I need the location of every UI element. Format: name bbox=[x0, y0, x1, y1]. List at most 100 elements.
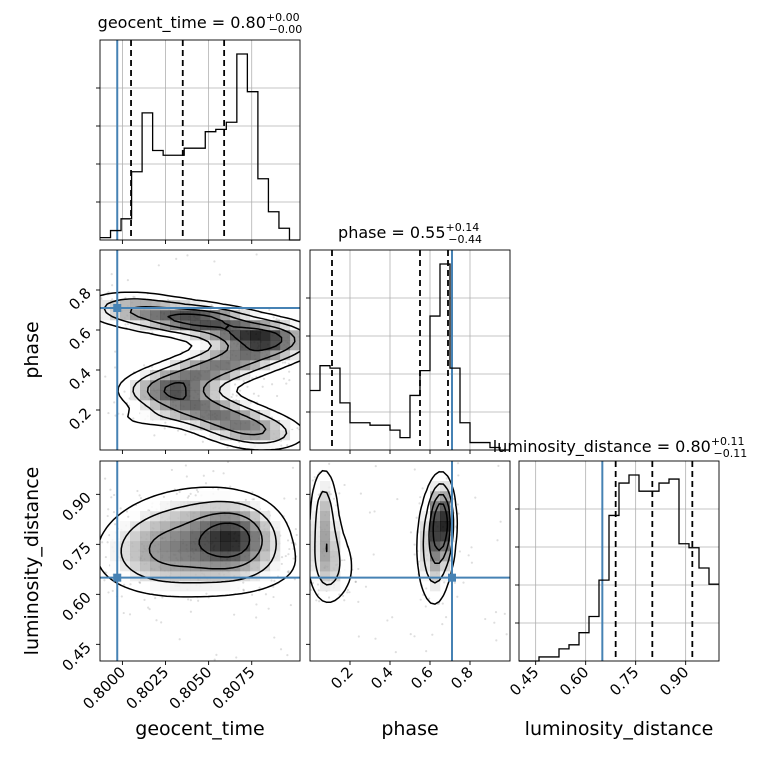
scatter-point bbox=[456, 462, 460, 465]
density-cell bbox=[290, 320, 300, 331]
scatter-point bbox=[441, 623, 444, 626]
density-cell bbox=[220, 541, 231, 552]
density-cell bbox=[310, 511, 321, 522]
scatter-point bbox=[359, 492, 362, 495]
scatter-point bbox=[386, 619, 389, 622]
scatter-point bbox=[287, 553, 290, 556]
contour-level-4 bbox=[163, 313, 283, 400]
density-cell bbox=[180, 551, 191, 562]
scatter-point bbox=[234, 383, 237, 386]
density-cell bbox=[430, 551, 441, 562]
scatter-point bbox=[147, 509, 150, 512]
density-cell bbox=[320, 551, 331, 562]
scatter-point bbox=[261, 385, 264, 388]
scatter-point bbox=[287, 570, 290, 573]
density-cell bbox=[240, 330, 251, 341]
density-cell bbox=[120, 541, 131, 552]
scatter-point bbox=[108, 534, 111, 537]
density-cell bbox=[140, 370, 151, 381]
title-sup: +0.00 bbox=[266, 11, 300, 24]
scatter-point bbox=[280, 444, 283, 447]
density-cell bbox=[190, 581, 201, 592]
hist-bin bbox=[380, 425, 390, 450]
density-cell bbox=[200, 420, 211, 431]
scatter-point bbox=[100, 298, 103, 301]
density-cell bbox=[140, 410, 151, 421]
density-cell bbox=[320, 571, 331, 582]
scatter-point bbox=[505, 633, 508, 636]
scatter-point bbox=[164, 421, 167, 424]
scatter-point bbox=[213, 260, 216, 263]
scatter-point bbox=[354, 580, 357, 583]
y-tick-label: 0.45 bbox=[58, 638, 94, 674]
scatter-point bbox=[132, 295, 135, 298]
density-cell bbox=[280, 340, 291, 351]
x-tick-label: 0.2 bbox=[327, 663, 357, 693]
hist-bin bbox=[360, 423, 370, 450]
density-cell bbox=[170, 300, 181, 311]
scatter-point bbox=[427, 597, 431, 600]
hist-bin bbox=[320, 366, 330, 450]
scatter-point bbox=[311, 581, 315, 585]
density-cell bbox=[190, 571, 201, 582]
scatter-point bbox=[470, 546, 473, 549]
scatter-point bbox=[255, 253, 258, 256]
scatter-point bbox=[215, 653, 218, 656]
scatter-point bbox=[120, 595, 123, 598]
x-tick-label: 0.6 bbox=[407, 663, 437, 693]
panel-title-luminosity_distance: luminosity_distance = 0.80+0.11 −0.11 bbox=[493, 435, 748, 460]
scatter-point bbox=[413, 635, 416, 638]
scatter-point bbox=[315, 599, 318, 602]
scatter-point bbox=[147, 606, 150, 609]
scatter-point bbox=[136, 489, 139, 493]
hist-bin bbox=[679, 544, 689, 661]
density-cell bbox=[150, 551, 161, 562]
scatter-point bbox=[286, 570, 289, 574]
density-cell bbox=[190, 400, 201, 411]
density-cell bbox=[230, 330, 241, 341]
axes-frame bbox=[99, 460, 301, 662]
density-cell bbox=[190, 350, 201, 361]
contour-level-4 bbox=[432, 503, 449, 552]
density-cell bbox=[320, 501, 331, 512]
contour-level-2 bbox=[103, 298, 300, 444]
hist-bin bbox=[268, 212, 279, 240]
scatter-point bbox=[346, 588, 350, 592]
scatter-point bbox=[484, 617, 487, 621]
density-cell bbox=[130, 571, 141, 582]
density-cell bbox=[180, 400, 191, 411]
density-cell bbox=[290, 330, 300, 341]
title-sub: −0.44 bbox=[448, 233, 482, 246]
scatter-point bbox=[431, 633, 434, 636]
density-cell bbox=[230, 581, 241, 592]
scatter-point bbox=[457, 512, 460, 515]
hist-bin bbox=[709, 584, 719, 661]
density-cell bbox=[260, 350, 271, 361]
density-cell bbox=[220, 571, 231, 582]
scatter-point bbox=[318, 600, 321, 603]
density-cell bbox=[200, 531, 211, 542]
scatter-point bbox=[279, 648, 283, 651]
density-cell bbox=[320, 531, 331, 542]
density-cell bbox=[130, 561, 141, 572]
density-cell bbox=[220, 330, 231, 341]
scatter-point bbox=[474, 496, 477, 499]
x-tick-label: 0.45 bbox=[506, 663, 542, 699]
hist-bin bbox=[480, 443, 490, 450]
scatter-point bbox=[226, 446, 229, 449]
scatter-point bbox=[123, 583, 126, 586]
scatter-point bbox=[313, 476, 316, 479]
hist-bin bbox=[226, 122, 237, 240]
x-tick-label: 0.60 bbox=[556, 663, 592, 699]
density-cell bbox=[210, 541, 221, 552]
density-cell bbox=[240, 350, 251, 361]
density-cell bbox=[260, 551, 271, 562]
scatter-point bbox=[467, 554, 470, 557]
scatter-point bbox=[121, 413, 124, 416]
density-cell bbox=[140, 511, 151, 522]
truth-marker bbox=[448, 573, 456, 582]
density-cell bbox=[220, 551, 231, 562]
density-cell bbox=[160, 551, 171, 562]
density-cell bbox=[170, 370, 181, 381]
scatter-point bbox=[417, 560, 421, 563]
